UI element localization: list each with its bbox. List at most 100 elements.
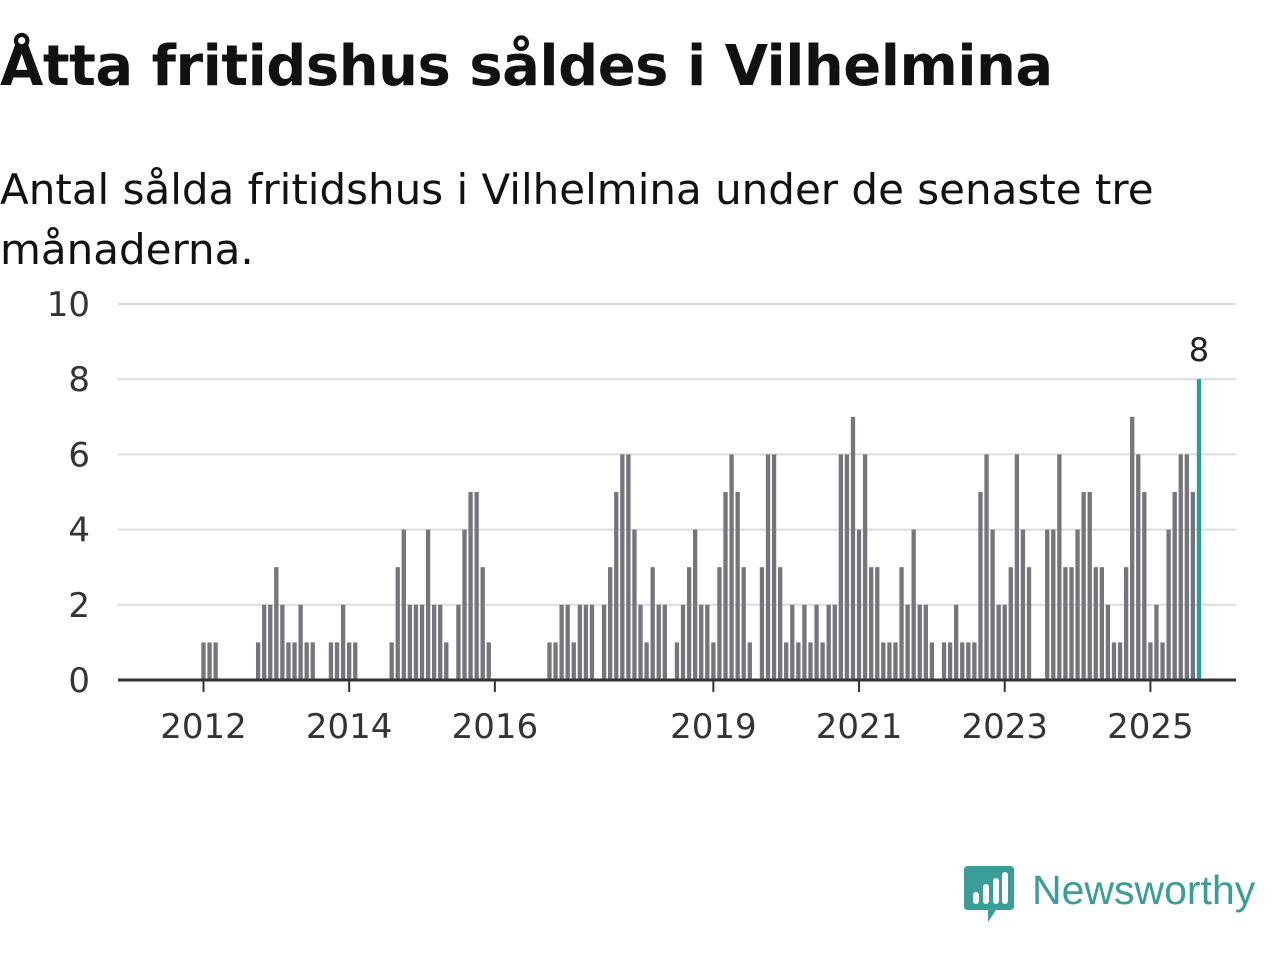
bar [213, 642, 218, 680]
bar [1075, 529, 1080, 680]
bar [790, 604, 795, 680]
bar [201, 642, 206, 680]
bar [601, 604, 607, 680]
bar [1099, 567, 1104, 680]
bar [862, 454, 868, 680]
bar [759, 567, 765, 680]
bar [553, 642, 558, 680]
bar [1051, 529, 1056, 680]
bar [1136, 454, 1141, 680]
bar [1190, 492, 1196, 680]
axes [118, 678, 1236, 692]
bar [705, 604, 710, 680]
bars [201, 379, 1202, 680]
bar [1057, 454, 1062, 680]
bar [547, 642, 552, 680]
bar [777, 567, 783, 680]
y-tick-label: 6 [68, 435, 90, 475]
y-tick-label: 4 [68, 511, 90, 551]
x-tick-label: 2021 [816, 707, 903, 747]
bar [1111, 642, 1117, 680]
bar [468, 492, 473, 680]
bar [856, 529, 862, 680]
bar [347, 642, 352, 680]
bar [771, 454, 777, 680]
bar [680, 604, 686, 680]
bar [419, 604, 425, 680]
bar [559, 604, 564, 680]
x-tick-label: 2012 [160, 707, 247, 747]
bar [1154, 604, 1159, 680]
x-tick-label: 2019 [670, 707, 757, 747]
bar [893, 642, 898, 680]
bar [814, 604, 819, 680]
chart-subtitle: Antal sålda fritidshus i Vilhelmina unde… [0, 165, 1154, 274]
bar [565, 604, 570, 680]
bar [286, 642, 291, 680]
bar [1002, 604, 1007, 680]
bar [960, 642, 965, 680]
bar [941, 642, 947, 680]
newsworthy-logo: Newsworthy [964, 864, 1280, 928]
bar [1020, 529, 1026, 680]
bar [274, 567, 279, 680]
bar [620, 454, 625, 680]
bar [438, 604, 443, 680]
bar [656, 604, 661, 680]
bar [1081, 492, 1086, 680]
page-title: Åtta fritidshus såldes i Vilhelmina [0, 34, 1053, 99]
bar [875, 567, 880, 680]
bar [1172, 492, 1177, 680]
bar [638, 604, 643, 680]
bar [784, 642, 789, 680]
bar [887, 642, 892, 680]
bar [826, 604, 831, 680]
bar [328, 642, 334, 680]
bar [614, 492, 619, 680]
bar [644, 642, 649, 680]
bar [1123, 567, 1129, 680]
bar [444, 642, 449, 680]
bar [820, 642, 825, 680]
bar [729, 454, 734, 680]
bar [765, 454, 771, 680]
bar [262, 604, 267, 680]
bar [1184, 454, 1189, 680]
bar [310, 642, 315, 680]
bar [693, 529, 698, 680]
bar [899, 567, 904, 680]
bar [844, 454, 850, 680]
bar [1160, 642, 1165, 680]
bar [1105, 604, 1111, 680]
bar [1008, 567, 1013, 680]
bar [407, 604, 413, 680]
bar [401, 529, 406, 680]
bar [1087, 492, 1092, 680]
bar [626, 454, 631, 680]
bar [869, 567, 874, 680]
bar [413, 604, 419, 680]
bar [996, 604, 1001, 680]
bar [1117, 642, 1123, 680]
bar [474, 492, 479, 680]
bar [662, 604, 667, 680]
bar [947, 642, 953, 680]
bar [711, 642, 716, 680]
bar [911, 529, 916, 680]
bar [571, 642, 576, 680]
bar [699, 604, 704, 680]
bar [838, 454, 843, 680]
bar [966, 642, 971, 680]
bar [1014, 454, 1020, 680]
bar [395, 567, 400, 680]
y-tick-label: 10 [47, 285, 90, 325]
bar [280, 604, 285, 680]
bar [832, 604, 837, 680]
bar [802, 604, 807, 680]
bar [686, 567, 692, 680]
bar [650, 567, 655, 680]
bar [990, 529, 995, 680]
bar [723, 492, 728, 680]
bar [972, 642, 977, 680]
bar [432, 604, 437, 680]
